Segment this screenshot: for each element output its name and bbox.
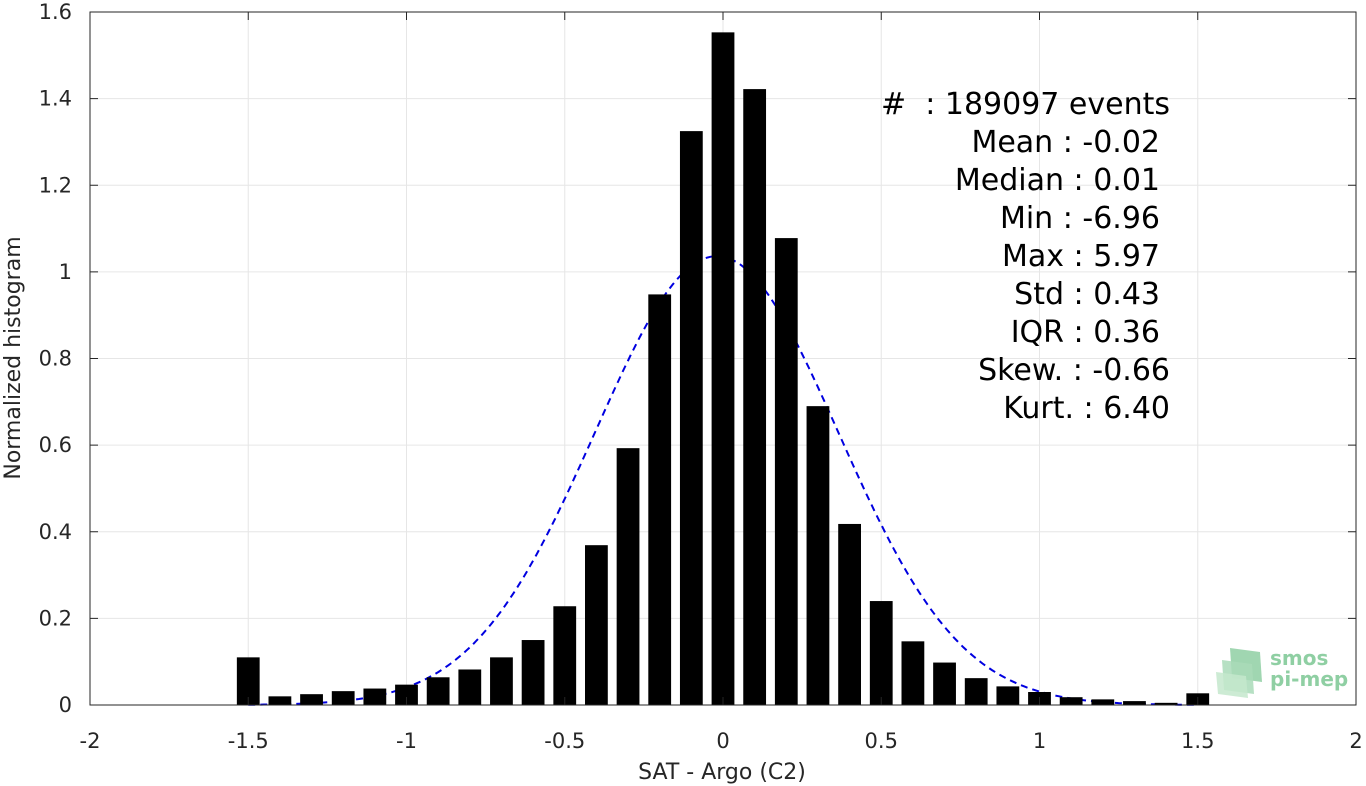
y-tick-label: 1.6 xyxy=(39,0,72,24)
x-tick-label: 1.5 xyxy=(1181,729,1214,753)
histogram-bar xyxy=(1123,701,1146,705)
x-tick-label: -1 xyxy=(396,729,417,753)
histogram-bar xyxy=(996,686,1020,705)
histogram-bar xyxy=(585,545,608,705)
statistics-annotation: # : 189097 events Mean : -0.02 Median : … xyxy=(881,87,1170,426)
x-tick-label: 2 xyxy=(1349,729,1362,753)
y-tick-label: 0 xyxy=(59,693,72,717)
histogram-bar xyxy=(964,678,988,705)
histogram-bar xyxy=(774,238,798,705)
histogram-bar xyxy=(869,601,893,705)
histogram-bar xyxy=(838,523,861,705)
histogram-bar xyxy=(679,131,703,705)
x-tick-label: -2 xyxy=(80,729,101,753)
y-axis-label: Normalized histogram xyxy=(1,236,26,479)
y-tick-label: 0.6 xyxy=(39,433,72,457)
stat-skewness: Skew. : -0.66 xyxy=(978,353,1170,388)
stat-min: Min : -6.96 xyxy=(1000,201,1160,236)
x-tick-label: -0.5 xyxy=(544,729,585,753)
histogram-bar xyxy=(901,641,925,705)
y-tick-label: 0.4 xyxy=(39,520,72,544)
x-tick-label: 1 xyxy=(1033,729,1046,753)
stat-events: # : 189097 events xyxy=(881,87,1170,122)
y-tick-label: 1.2 xyxy=(39,173,72,197)
tick-marks xyxy=(89,11,1357,706)
y-tick-labels: 0 0.2 0.4 0.6 0.8 1 1.2 1.4 1.6 xyxy=(39,0,72,717)
histogram-bar xyxy=(395,684,418,705)
histogram-bar xyxy=(806,406,830,705)
histogram-bar xyxy=(236,657,260,705)
histogram-bar xyxy=(711,32,735,706)
histogram-bar xyxy=(648,294,672,705)
histogram-bar xyxy=(553,606,577,705)
histogram-bar xyxy=(458,669,482,705)
histogram-bar xyxy=(616,448,640,705)
histogram-bar xyxy=(268,696,292,705)
histogram-bar xyxy=(933,662,956,705)
histogram-bar xyxy=(743,89,767,705)
smos-pi-mep-logo: smos pi-mep xyxy=(1216,646,1348,698)
stat-median: Median : 0.01 xyxy=(955,163,1160,198)
y-tick-label: 0.8 xyxy=(39,347,72,371)
y-tick-label: 1.4 xyxy=(39,87,72,111)
stat-mean: Mean : -0.02 xyxy=(971,125,1160,160)
x-axis-label: SAT - Argo (C2) xyxy=(638,760,806,785)
histogram-bar xyxy=(490,657,513,705)
logo-mark-icon xyxy=(1216,648,1262,698)
histogram-bar xyxy=(1059,697,1083,705)
histogram-bar xyxy=(1154,702,1178,705)
logo-text-smos: smos xyxy=(1270,646,1328,670)
histogram-bar xyxy=(363,688,387,705)
x-tick-label: 0.5 xyxy=(865,729,898,753)
x-tick-labels: -2 -1.5 -1 -0.5 0 0.5 1 1.5 2 xyxy=(80,729,1363,753)
histogram-bar xyxy=(521,640,545,705)
stat-std: Std : 0.43 xyxy=(1014,277,1160,312)
histogram-bar xyxy=(331,691,355,705)
stat-kurtosis: Kurt. : 6.40 xyxy=(1003,391,1170,426)
y-tick-label: 1 xyxy=(59,260,72,284)
stat-max: Max : 5.97 xyxy=(1002,239,1160,274)
x-tick-label: -1.5 xyxy=(228,729,269,753)
logo-text-pi-mep: pi-mep xyxy=(1270,667,1348,691)
stat-iqr: IQR : 0.36 xyxy=(1011,315,1160,350)
histogram-bar xyxy=(426,677,450,705)
histogram-bar xyxy=(1091,699,1115,705)
histogram-bars xyxy=(236,32,1210,706)
x-tick-label: 0 xyxy=(716,729,729,753)
y-tick-label: 0.2 xyxy=(39,606,72,630)
histogram-bar xyxy=(300,694,323,705)
